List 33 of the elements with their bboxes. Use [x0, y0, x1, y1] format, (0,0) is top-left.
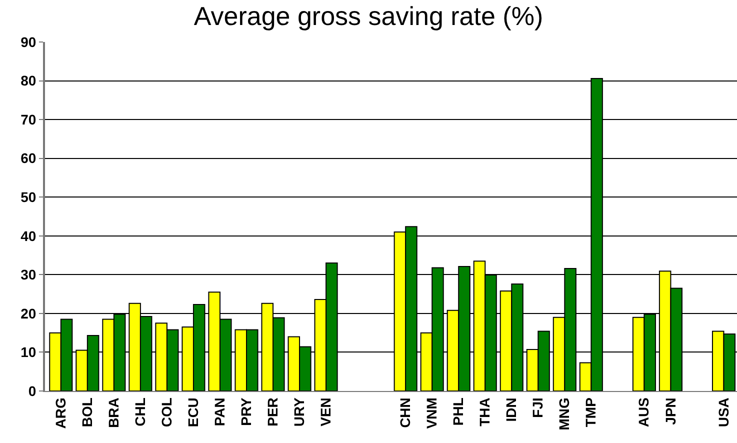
y-tick-label: 20	[20, 305, 36, 322]
x-tick-label: ECU	[185, 398, 202, 428]
x-tick-label: URY	[291, 396, 308, 427]
y-tick-label: 60	[20, 150, 36, 166]
x-tick-label: CHN	[397, 398, 414, 428]
x-tick-label: PER	[264, 398, 281, 426]
x-tick-label: FJI	[530, 398, 546, 418]
x-tick-label: AUS	[636, 398, 652, 428]
x-tick-label: JPN	[662, 398, 678, 425]
x-tick-label: MNG	[556, 398, 572, 430]
y-tick-label: 40	[20, 228, 36, 244]
y-tick-label: 90	[20, 34, 36, 50]
x-tick-label: PHL	[450, 397, 466, 426]
y-tick-label: 10	[20, 344, 36, 360]
x-tick-label: PRY	[238, 396, 254, 426]
y-tick-label: 70	[20, 111, 36, 128]
x-tick-label: TMP	[582, 398, 599, 428]
x-tick-label: VNM	[424, 398, 440, 429]
x-tick-label: BRA	[105, 398, 122, 428]
y-tick-label: 0	[28, 382, 36, 399]
chart-title: Average gross saving rate (%)	[194, 0, 544, 31]
x-tick-label: VEN	[318, 398, 334, 426]
y-tick-label: 80	[20, 72, 36, 89]
y-tick-label: 30	[20, 266, 36, 283]
x-tick-label: THA	[476, 398, 493, 426]
x-tick-label: PAN	[212, 398, 228, 426]
x-tick-label: ARG	[52, 398, 68, 429]
x-tick-label: COL	[158, 397, 175, 428]
y-tick-label: 50	[20, 189, 36, 206]
x-tick-label: USA	[715, 398, 732, 428]
x-tick-label: IDN	[503, 398, 520, 422]
x-tick-label: CHL	[132, 397, 148, 426]
x-tick-label: BOL	[78, 397, 95, 428]
